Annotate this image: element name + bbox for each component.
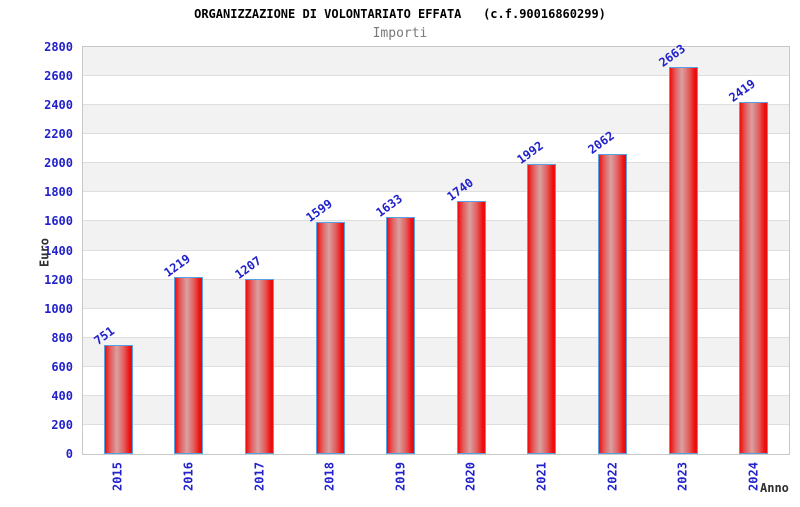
bar-2021 xyxy=(527,164,557,454)
y-tick-1800: 1800 xyxy=(44,185,73,200)
x-tick-2015: 2015 xyxy=(110,462,125,491)
y-tick-400: 400 xyxy=(51,388,73,403)
plot-area: 751 1219 1207 1599 1633 1740 1992 2062 2663 2419 xyxy=(82,41,790,455)
gridline xyxy=(83,133,789,135)
bar-2018 xyxy=(315,221,345,454)
bar-2023 xyxy=(668,66,698,454)
y-tick-1600: 1600 xyxy=(44,214,73,229)
gridline xyxy=(83,394,789,396)
x-tick-2018: 2018 xyxy=(322,462,337,491)
y-tick-0: 0 xyxy=(65,447,73,461)
y-tick-800: 800 xyxy=(51,330,73,345)
y-tick-2400: 2400 xyxy=(44,98,73,113)
y-tick-2200: 2200 xyxy=(44,127,73,142)
y-tick-1200: 1200 xyxy=(44,272,73,287)
y-tick-200: 200 xyxy=(51,417,73,432)
bar-2022 xyxy=(598,154,627,454)
gridline xyxy=(83,365,789,367)
y-tick-2800: 2800 xyxy=(44,40,73,54)
gridline xyxy=(83,249,789,251)
gridline xyxy=(83,423,789,425)
y-tick-2000: 2000 xyxy=(44,156,73,171)
x-tick-2017: 2017 xyxy=(252,462,266,491)
gridline xyxy=(83,307,789,309)
gridline xyxy=(83,278,789,280)
x-tick-2024: 2024 xyxy=(746,462,761,491)
chart-title: ORGANIZZAZIONE DI VOLONTARIATO EFFATA (c… xyxy=(194,7,606,21)
gridline xyxy=(83,220,789,222)
y-tick-1000: 1000 xyxy=(44,301,73,316)
x-tick-2019: 2019 xyxy=(393,462,408,491)
y-tick-1400: 1400 xyxy=(44,243,73,258)
gridline xyxy=(83,162,789,164)
y-tick-2600: 2600 xyxy=(44,69,73,84)
y-tick-600: 600 xyxy=(51,359,73,374)
x-tick-2023: 2023 xyxy=(675,462,690,491)
x-tick-2020: 2020 xyxy=(463,462,478,491)
bar-2015 xyxy=(103,344,133,454)
bar-2017 xyxy=(245,278,274,454)
gridline xyxy=(83,75,789,77)
gridline xyxy=(83,336,789,338)
bar-2019 xyxy=(386,216,416,454)
y-axis-title: Euro xyxy=(37,238,52,267)
bar-2016 xyxy=(174,276,204,454)
x-tick-2016: 2016 xyxy=(181,462,196,491)
x-tick-2022: 2022 xyxy=(605,462,619,491)
bar-2020 xyxy=(456,201,486,454)
x-axis-title: Anno xyxy=(760,481,789,495)
chart-subtitle: Importi xyxy=(372,26,428,41)
gridline xyxy=(83,191,789,193)
gridline xyxy=(83,104,789,106)
bar-2024 xyxy=(739,102,769,454)
x-tick-2021: 2021 xyxy=(534,462,549,491)
